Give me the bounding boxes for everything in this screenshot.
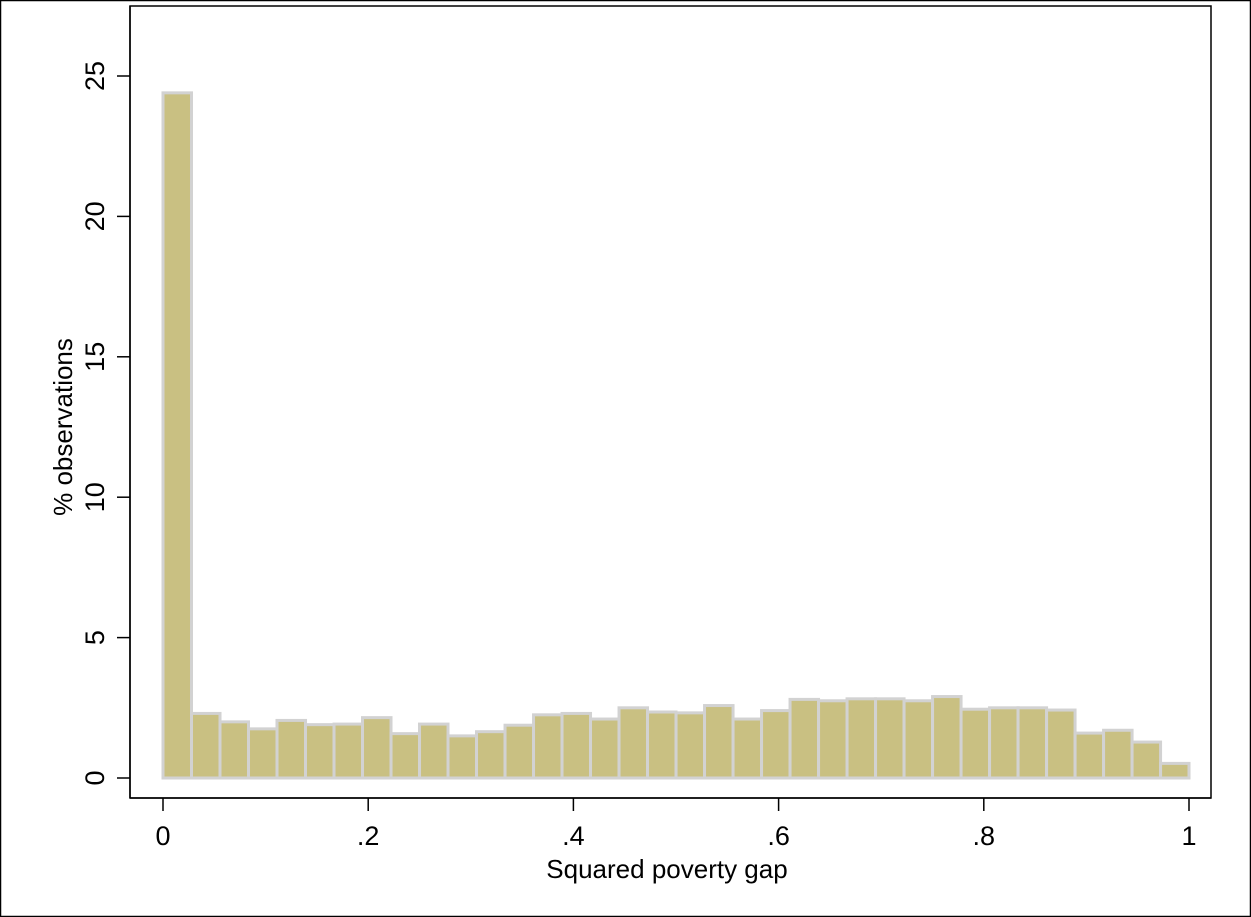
histogram-bar xyxy=(418,722,450,780)
y-tick-label: 20 xyxy=(80,201,110,231)
x-tick-label: .8 xyxy=(973,821,996,851)
histogram-bar xyxy=(589,717,621,780)
histogram-bar xyxy=(161,91,194,780)
histogram-bar xyxy=(190,711,222,780)
x-tick-label: .2 xyxy=(357,821,380,851)
histogram-bar xyxy=(361,716,393,780)
plot-region xyxy=(129,5,1212,799)
y-tick-label: 5 xyxy=(80,630,110,645)
y-tick-label: 25 xyxy=(80,61,110,91)
histogram-bar xyxy=(703,704,735,780)
histogram-bar xyxy=(332,722,365,780)
x-tick-label: .6 xyxy=(767,821,790,851)
histogram-bar xyxy=(1016,706,1049,780)
x-tick-label: 1 xyxy=(1181,821,1196,851)
histogram-bar xyxy=(760,709,792,780)
x-axis-title: Squared poverty gap xyxy=(546,854,787,884)
histogram-bar xyxy=(845,697,878,780)
histogram-bar xyxy=(503,723,536,780)
histogram-bar xyxy=(475,730,507,780)
histogram-bar xyxy=(902,699,935,780)
histogram-bar xyxy=(389,732,422,780)
x-tick-label: .4 xyxy=(562,821,585,851)
y-tick-label: 15 xyxy=(80,342,110,372)
y-axis: 0 5 10 15 20 25 xyxy=(80,6,131,798)
histogram-bar xyxy=(247,727,279,780)
histogram-bar xyxy=(446,734,479,780)
histogram-bar xyxy=(1159,761,1191,780)
x-axis: 0 .2 .4 .6 .8 1 xyxy=(130,797,1211,851)
histogram-bar xyxy=(560,711,593,780)
histogram-bar xyxy=(617,706,650,780)
x-tick-label: 0 xyxy=(155,821,170,851)
histogram-bar xyxy=(874,697,906,780)
histogram-bar xyxy=(674,711,707,780)
histogram-bar xyxy=(532,713,564,780)
histogram-bar xyxy=(988,706,1020,780)
histogram-bar xyxy=(959,707,992,780)
histogram-bar xyxy=(304,723,336,780)
histogram-bar xyxy=(1073,731,1106,780)
histogram-bar xyxy=(275,718,308,780)
histogram-bar xyxy=(731,717,764,780)
histogram-bar xyxy=(1130,740,1163,780)
histogram-bar xyxy=(1045,708,1077,780)
histogram-bar xyxy=(788,697,821,780)
histogram-bar xyxy=(1102,728,1134,780)
y-tick-label: 0 xyxy=(80,770,110,785)
histogram-bar xyxy=(931,695,963,780)
y-tick-label: 10 xyxy=(80,482,110,512)
bars-group xyxy=(161,91,1191,780)
histogram-bar xyxy=(218,720,251,780)
histogram-bar xyxy=(817,699,849,780)
y-axis-title: % observations xyxy=(48,338,78,516)
histogram-bar xyxy=(646,710,678,780)
